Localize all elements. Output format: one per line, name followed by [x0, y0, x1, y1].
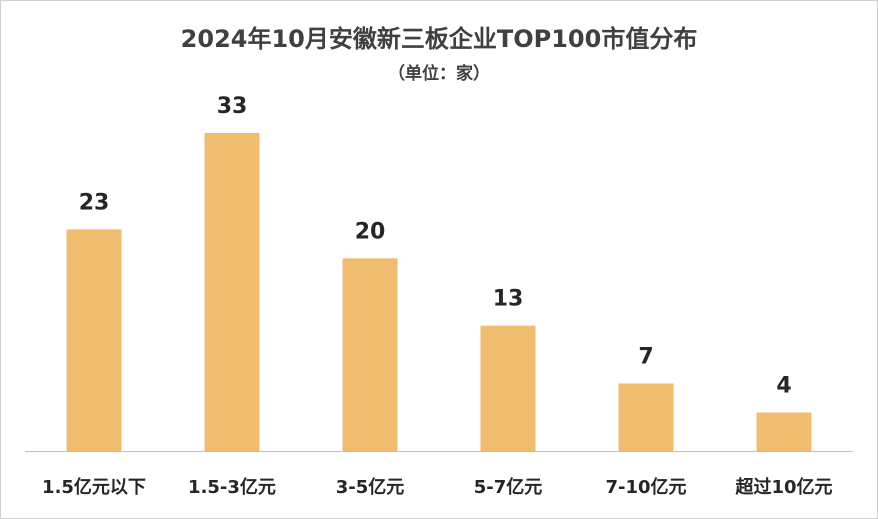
category-label-2: 1.5-3亿元 — [188, 476, 276, 498]
bar-4 — [480, 325, 536, 451]
bar-1 — [66, 229, 122, 451]
data-label-3: 20 — [355, 219, 386, 244]
category-label-6: 超过10亿元 — [735, 476, 832, 498]
chart-title: 2024年10月安徽新三板企业TOP100市值分布 — [181, 25, 698, 53]
bar-2 — [204, 133, 260, 451]
bar-5 — [618, 383, 674, 451]
category-label-3: 3-5亿元 — [336, 476, 405, 498]
chart-subtitle: （单位：家） — [388, 63, 490, 84]
data-label-1: 23 — [79, 190, 110, 215]
data-label-5: 7 — [638, 345, 653, 370]
category-label-5: 7-10亿元 — [605, 476, 686, 498]
data-labels-group: 23 33 20 13 7 4 — [79, 94, 792, 399]
data-label-4: 13 — [493, 287, 524, 312]
data-label-6: 4 — [776, 374, 791, 399]
bar-6 — [756, 412, 812, 451]
category-labels-group: 1.5亿元以下 1.5-3亿元 3-5亿元 5-7亿元 7-10亿元 超过10亿元 — [42, 476, 832, 498]
bar-3 — [342, 258, 398, 451]
bars-group — [66, 133, 812, 451]
category-label-4: 5-7亿元 — [474, 476, 543, 498]
category-label-1: 1.5亿元以下 — [42, 476, 146, 498]
data-label-2: 33 — [217, 94, 248, 119]
